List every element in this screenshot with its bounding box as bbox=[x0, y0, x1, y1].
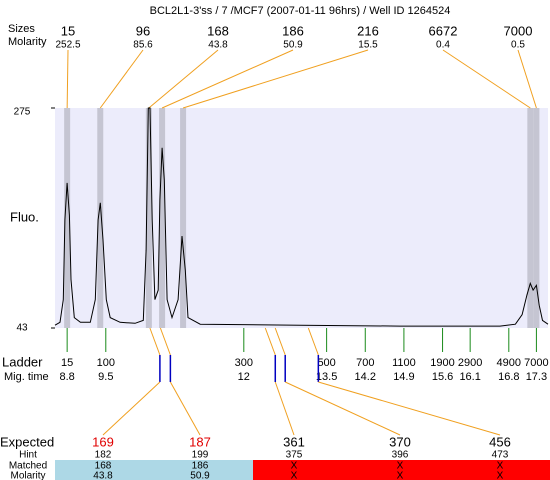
expected-connector bbox=[169, 381, 201, 436]
peak-molarity: 43.8 bbox=[208, 40, 228, 51]
peak-molarity: 85.6 bbox=[133, 40, 153, 51]
molarity-value: X bbox=[291, 471, 298, 480]
ladder-mig-time: 13.5 bbox=[316, 371, 337, 383]
peak-connector bbox=[66, 49, 69, 109]
peak-size: 96 bbox=[136, 23, 150, 38]
peak-size: 186 bbox=[282, 23, 304, 38]
ladder-size: 100 bbox=[97, 357, 115, 369]
peak-size: 216 bbox=[357, 23, 379, 38]
mig-time-label: Mig. time bbox=[4, 371, 49, 383]
expected-value: 169 bbox=[92, 434, 114, 449]
hint-value: 182 bbox=[95, 450, 112, 461]
peak-connector bbox=[182, 49, 369, 109]
peak-molarity: 252.5 bbox=[55, 40, 80, 51]
matched-label: Matched bbox=[9, 461, 47, 472]
peak-molarity: 0.5 bbox=[511, 40, 525, 51]
ladder-mig-time: 15.6 bbox=[432, 371, 453, 383]
title: BCL2L1-3'ss / 7 /MCF7 (2007-01-11 96hrs)… bbox=[150, 5, 451, 17]
peak-molarity: 50.9 bbox=[283, 40, 303, 51]
expected-connector-top bbox=[159, 327, 171, 356]
y-tick-label: 275 bbox=[14, 107, 31, 118]
peak-connector bbox=[99, 49, 144, 109]
molarity-value: X bbox=[397, 471, 404, 480]
expected-connector bbox=[285, 381, 401, 436]
y-axis-label: Fluo. bbox=[10, 209, 39, 224]
matched-value: X bbox=[397, 461, 404, 472]
peak-size: 15 bbox=[61, 23, 75, 38]
molarity-value: 43.8 bbox=[93, 471, 113, 480]
matched-value: X bbox=[497, 461, 504, 472]
peak-molarity-label: Molarity bbox=[8, 36, 47, 48]
matched-row-bg bbox=[55, 460, 253, 480]
hint-value: 375 bbox=[286, 450, 303, 461]
peak-molarity: 0.4 bbox=[436, 40, 450, 51]
ladder-size: 500 bbox=[317, 357, 335, 369]
matched-value: 186 bbox=[192, 461, 209, 472]
expected-connector-top bbox=[264, 327, 276, 356]
ladder-mig-time: 14.2 bbox=[355, 371, 376, 383]
ladder-size: 300 bbox=[235, 357, 253, 369]
peak-connector bbox=[148, 49, 219, 109]
peak-connector bbox=[517, 49, 537, 109]
hint-value: 396 bbox=[392, 450, 409, 461]
matched-value: X bbox=[291, 461, 298, 472]
hint-value: 473 bbox=[492, 450, 509, 461]
expected-connector-top bbox=[274, 327, 286, 356]
ladder-mig-time: 16.8 bbox=[498, 371, 519, 383]
expected-value: 456 bbox=[489, 434, 511, 449]
peak-sizes-label: Sizes bbox=[8, 23, 35, 35]
peak-size: 6672 bbox=[429, 23, 458, 38]
expected-connector-top bbox=[149, 327, 161, 356]
peak-band bbox=[180, 108, 187, 328]
expected-connector bbox=[318, 381, 501, 436]
ladder-size: 2900 bbox=[458, 357, 482, 369]
ladder-mig-time: 16.1 bbox=[459, 371, 480, 383]
ladder-size: 7000 bbox=[524, 357, 548, 369]
peak-size: 7000 bbox=[504, 23, 533, 38]
ladder-label: Ladder bbox=[2, 354, 43, 369]
unmatched-row-bg bbox=[253, 460, 550, 480]
peak-molarity: 15.5 bbox=[358, 40, 378, 51]
molarity-value: X bbox=[497, 471, 504, 480]
ladder-size: 1100 bbox=[392, 357, 416, 369]
hint-label: Hint bbox=[19, 450, 37, 461]
peak-connector bbox=[161, 49, 294, 109]
matched-value: 168 bbox=[95, 461, 112, 472]
ladder-mig-time: 9.5 bbox=[98, 371, 113, 383]
expected-connector bbox=[274, 381, 295, 436]
expected-connector-top bbox=[307, 327, 319, 356]
ladder-size: 700 bbox=[356, 357, 374, 369]
hint-value: 199 bbox=[192, 450, 209, 461]
peak-band bbox=[527, 108, 534, 328]
expected-connector bbox=[102, 381, 161, 436]
peak-size: 168 bbox=[207, 23, 229, 38]
trace bbox=[54, 107, 549, 327]
molarity-value: 50.9 bbox=[190, 471, 210, 480]
expected-value: 370 bbox=[389, 434, 411, 449]
peak-band bbox=[159, 108, 166, 328]
peak-band bbox=[97, 108, 104, 328]
ladder-mig-time: 12 bbox=[238, 371, 250, 383]
expected-value: 361 bbox=[283, 434, 305, 449]
expected-value: 187 bbox=[189, 434, 211, 449]
ladder-size: 15 bbox=[61, 357, 73, 369]
ladder-size: 1900 bbox=[430, 357, 454, 369]
plot-area bbox=[55, 108, 548, 328]
peak-band bbox=[145, 108, 152, 328]
expected-label: Expected bbox=[0, 434, 54, 449]
ladder-mig-time: 17.3 bbox=[526, 371, 547, 383]
peak-connector bbox=[442, 49, 531, 109]
ladder-size: 4900 bbox=[497, 357, 521, 369]
peak-band bbox=[64, 108, 71, 328]
y-tick-label: 43 bbox=[16, 323, 28, 334]
ladder-mig-time: 8.8 bbox=[59, 371, 74, 383]
molarity-label: Molarity bbox=[10, 471, 45, 480]
ladder-mig-time: 14.9 bbox=[393, 371, 414, 383]
peak-band bbox=[533, 108, 540, 328]
